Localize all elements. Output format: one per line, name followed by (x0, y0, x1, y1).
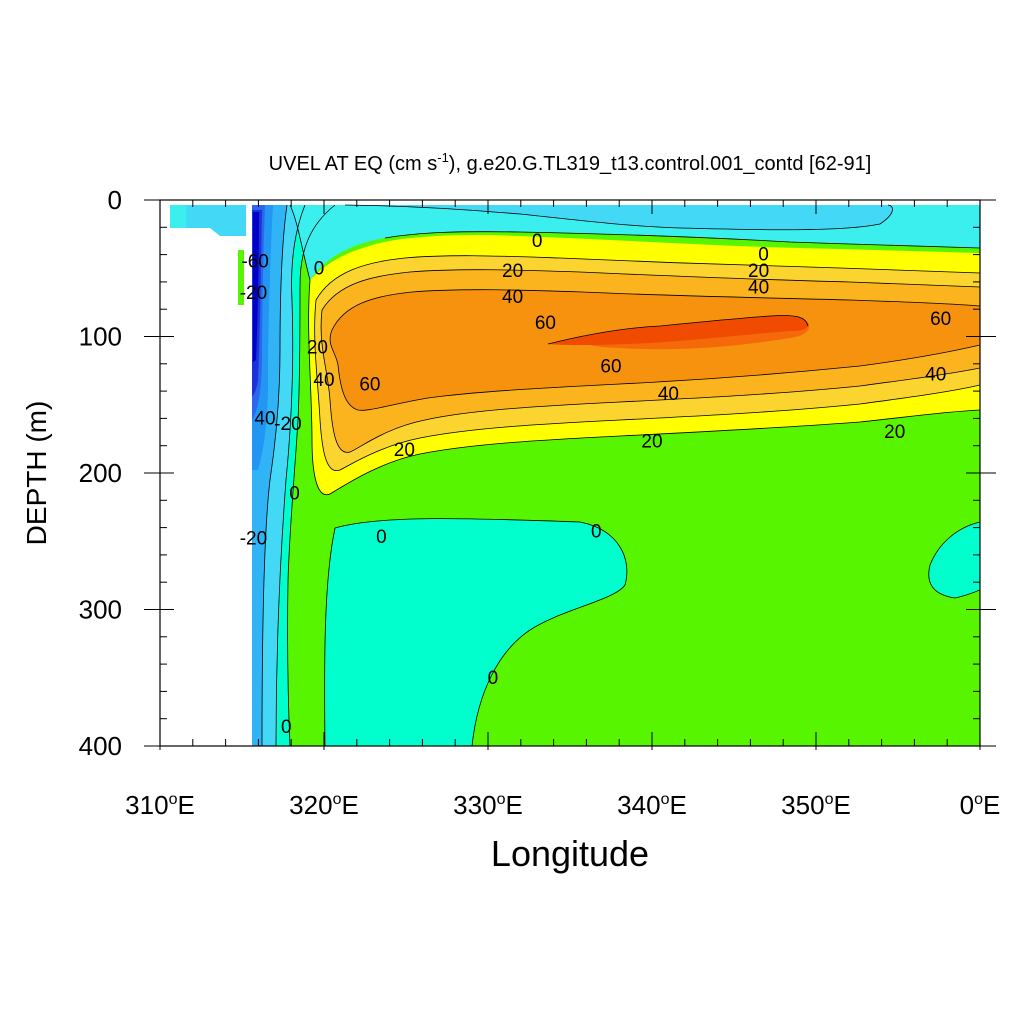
band-west-neg60 (253, 212, 259, 362)
contour-line (261, 204, 288, 746)
contour-line (315, 255, 980, 301)
land-mask (160, 200, 252, 746)
contour-label: 20 (307, 337, 328, 358)
contour-line (308, 279, 980, 496)
contour-line (320, 309, 980, 453)
contour-label: 20 (641, 432, 662, 453)
band-0-10-lower (324, 518, 627, 746)
contour-label: 40 (254, 408, 275, 429)
contour-label: 20 (748, 261, 769, 282)
contour-label: 0 (758, 245, 769, 266)
chart-title: UVEL AT EQ (cm s-1), g.e20.G.TL319_t13.c… (269, 150, 872, 175)
contour-line (331, 289, 980, 331)
x-tick-label: 0oE (960, 790, 1001, 820)
contour-line (329, 329, 980, 411)
band-0-10-east (928, 522, 980, 598)
contour-line (384, 231, 980, 249)
y-tick-label: 100 (79, 322, 122, 352)
shelf-water-2 (186, 205, 246, 236)
contour-label: 20 (502, 261, 523, 282)
contour-line (324, 527, 336, 746)
contour-label: 0 (289, 483, 300, 504)
x-tick-label: 330oE (453, 790, 523, 820)
band-gt70 (548, 315, 808, 346)
contour-label: 40 (925, 365, 946, 386)
contour-label: 0 (281, 717, 292, 738)
contour-line (547, 315, 809, 345)
x-tick-label: 320oE (289, 790, 359, 820)
contour-label: 0 (314, 258, 325, 279)
contour-label: -20 (240, 529, 267, 550)
contour-line (275, 204, 306, 746)
contour-line (334, 518, 628, 746)
contour-label: -20 (274, 414, 301, 435)
contour-line (344, 204, 893, 231)
x-tick-label: 340oE (617, 790, 687, 820)
contour-label: 20 (884, 422, 905, 443)
contour-label: 0 (532, 231, 543, 252)
contour-line (289, 204, 311, 281)
contour-line (287, 204, 336, 746)
x-tick-label: 310oE (125, 790, 195, 820)
x-tick-label: 350oE (781, 790, 851, 820)
x-axis-title: Longitude (491, 833, 649, 874)
contour-label: 40 (748, 277, 769, 298)
contour-label: 20 (394, 440, 415, 461)
axis-ticks (144, 199, 996, 750)
contour-label: 0 (488, 668, 499, 689)
y-axis-title: DEPTH (m) (21, 401, 52, 546)
contour-label: -60 (241, 251, 268, 272)
contour-line (314, 299, 980, 471)
band-50-60 (330, 289, 980, 411)
contour-label: 60 (535, 313, 556, 334)
contour-line (321, 269, 980, 311)
contour-label: 60 (600, 357, 621, 378)
shelf-water (170, 205, 186, 228)
y-tick-label: 0 (108, 185, 122, 215)
y-tick-label: 400 (79, 731, 122, 761)
contour-label: -20 (240, 283, 267, 304)
contour-label: 40 (313, 370, 334, 391)
y-tick-label: 200 (79, 458, 122, 488)
contour-label: 40 (502, 287, 523, 308)
contour-label: 0 (591, 522, 602, 543)
contour-label: 60 (930, 309, 951, 330)
y-tick-label: 300 (79, 595, 122, 625)
contour-label: 60 (359, 374, 380, 395)
contour-field (160, 200, 980, 746)
contour-label: 40 (658, 384, 679, 405)
band-surface-neg20 (345, 205, 893, 230)
contour-line (928, 521, 980, 599)
contour-lines (261, 204, 980, 746)
x-tick-labels: 310oE 320oE 330oE 340oE 350oE 0oE (125, 790, 1000, 820)
shelf-sliver (238, 250, 244, 305)
y-tick-labels: 0 100 200 300 400 (79, 185, 122, 761)
contour-label: 0 (376, 527, 387, 548)
